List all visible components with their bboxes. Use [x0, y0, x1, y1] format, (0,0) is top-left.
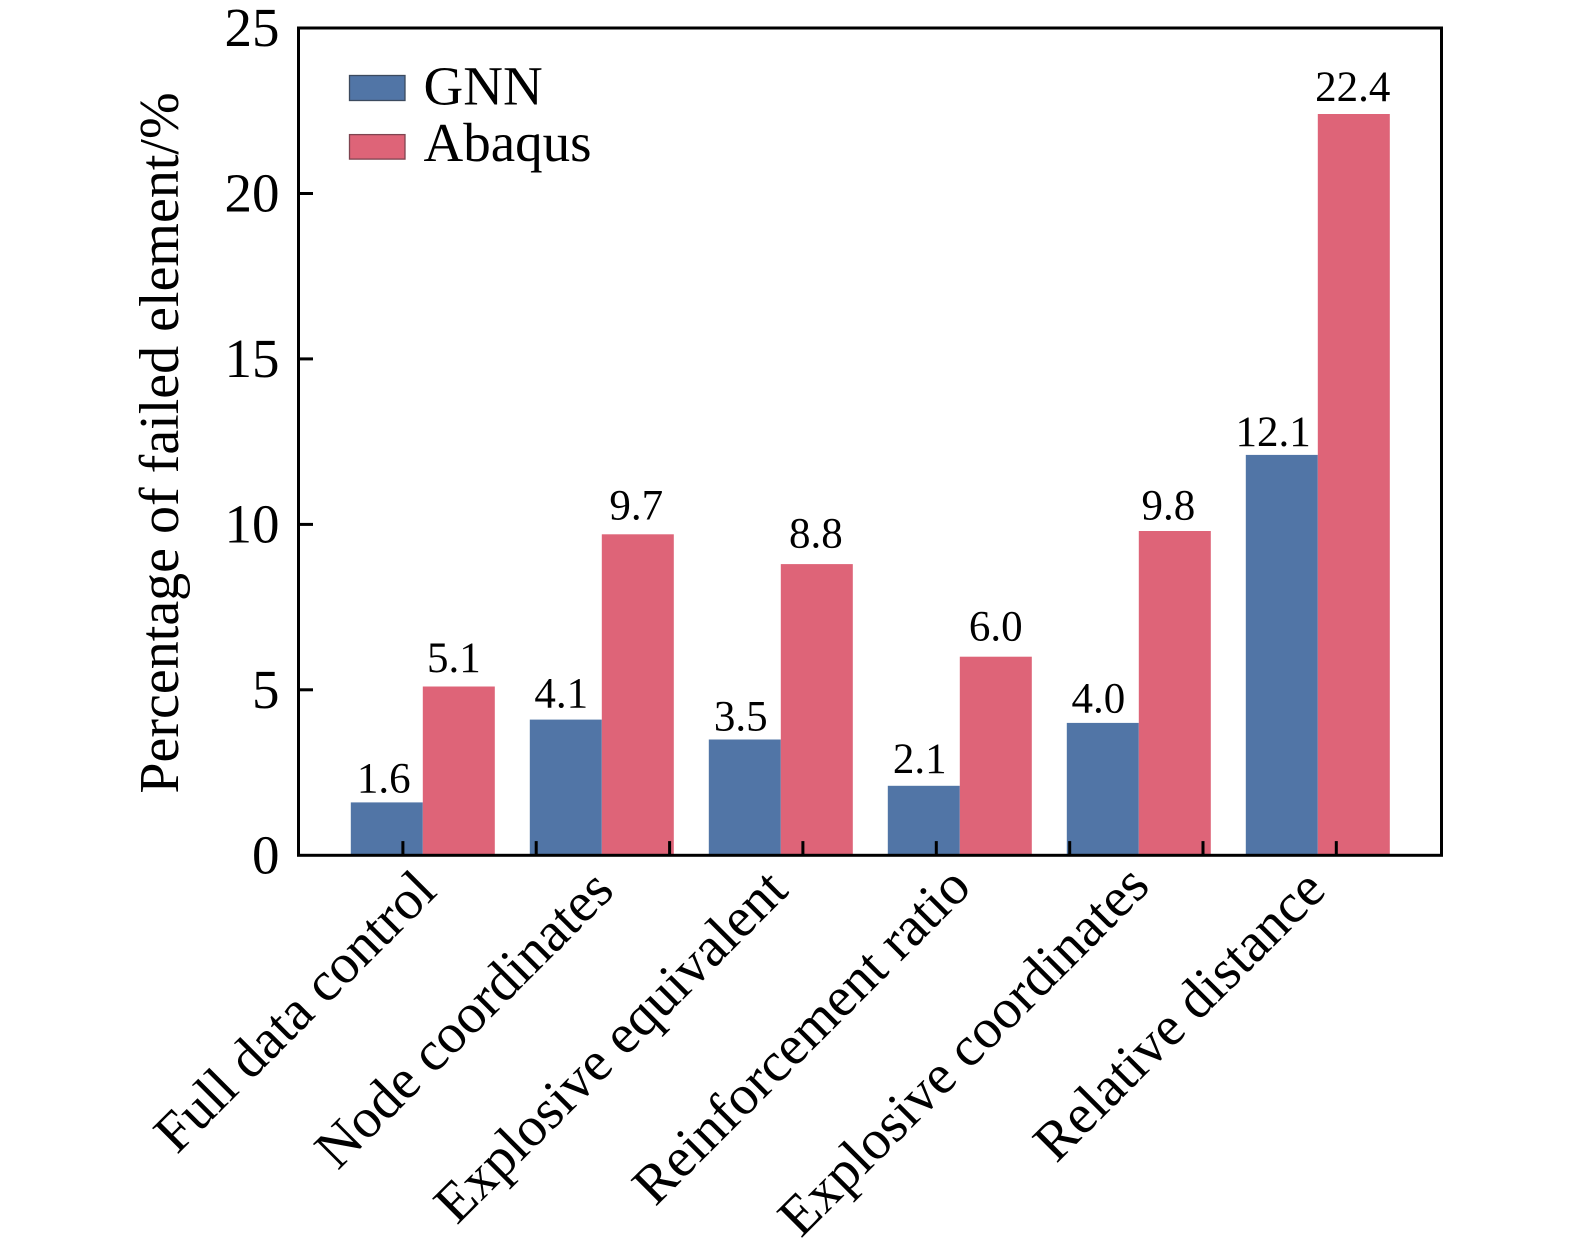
svg-text:9.8: 9.8: [1142, 482, 1196, 529]
svg-text:22.4: 22.4: [1315, 64, 1390, 111]
svg-text:0: 0: [252, 824, 280, 885]
svg-text:Node coordinates: Node coordinates: [303, 858, 625, 1180]
svg-text:5.1: 5.1: [427, 635, 481, 682]
svg-text:GNN: GNN: [424, 56, 543, 117]
svg-text:3.5: 3.5: [714, 693, 768, 740]
svg-text:5: 5: [252, 659, 280, 720]
svg-text:Reinforcement ratio: Reinforcement ratio: [621, 855, 983, 1217]
svg-text:4.0: 4.0: [1072, 675, 1126, 722]
svg-text:15: 15: [225, 328, 280, 389]
svg-text:Abaqus: Abaqus: [424, 112, 592, 173]
svg-text:1.6: 1.6: [357, 755, 411, 802]
svg-text:9.7: 9.7: [609, 482, 663, 529]
svg-text:Percentage of failed element/%: Percentage of failed element/%: [129, 92, 191, 793]
svg-text:4.1: 4.1: [534, 671, 588, 718]
svg-text:8.8: 8.8: [789, 511, 843, 558]
svg-text:25: 25: [225, 0, 280, 58]
svg-text:2.1: 2.1: [893, 736, 947, 783]
svg-text:20: 20: [225, 163, 280, 224]
svg-text:10: 10: [225, 493, 280, 554]
svg-text:6.0: 6.0: [969, 603, 1023, 650]
svg-text:12.1: 12.1: [1235, 409, 1310, 456]
